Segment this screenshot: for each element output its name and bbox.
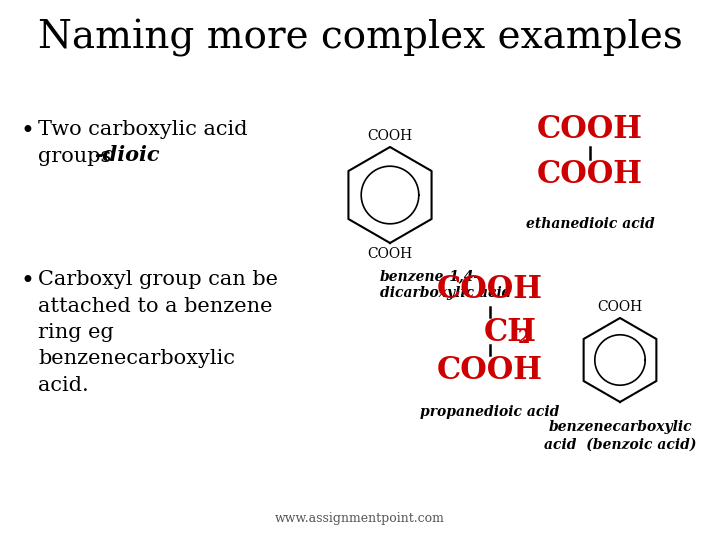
Text: COOH: COOH [367, 247, 413, 261]
Text: ethanedioic acid: ethanedioic acid [526, 217, 654, 231]
Text: •: • [20, 270, 34, 293]
Text: COOH: COOH [598, 300, 642, 314]
Text: benzene-1,4-
dicarboxylic acid: benzene-1,4- dicarboxylic acid [380, 269, 511, 300]
Text: propanedioic acid: propanedioic acid [420, 405, 559, 419]
Text: •: • [20, 120, 34, 143]
Text: Carboxyl group can be
attached to a benzene
ring eg
benzenecarboxylic
acid.: Carboxyl group can be attached to a benz… [38, 270, 278, 395]
Text: Two carboxylic acid
groups: Two carboxylic acid groups [38, 120, 248, 165]
Text: COOH: COOH [437, 355, 543, 386]
Text: COOH: COOH [367, 129, 413, 143]
Text: Naming more complex examples: Naming more complex examples [37, 19, 683, 57]
Text: COOH: COOH [537, 114, 643, 145]
Text: 2: 2 [518, 329, 531, 347]
Text: www.assignmentpoint.com: www.assignmentpoint.com [275, 512, 445, 525]
Text: CH: CH [484, 317, 537, 348]
Text: benzenecarboxylic
acid  (benzoic acid): benzenecarboxylic acid (benzoic acid) [544, 420, 696, 451]
Text: COOH: COOH [437, 274, 543, 305]
Text: COOH: COOH [537, 159, 643, 190]
Text: -dioic: -dioic [94, 145, 160, 165]
